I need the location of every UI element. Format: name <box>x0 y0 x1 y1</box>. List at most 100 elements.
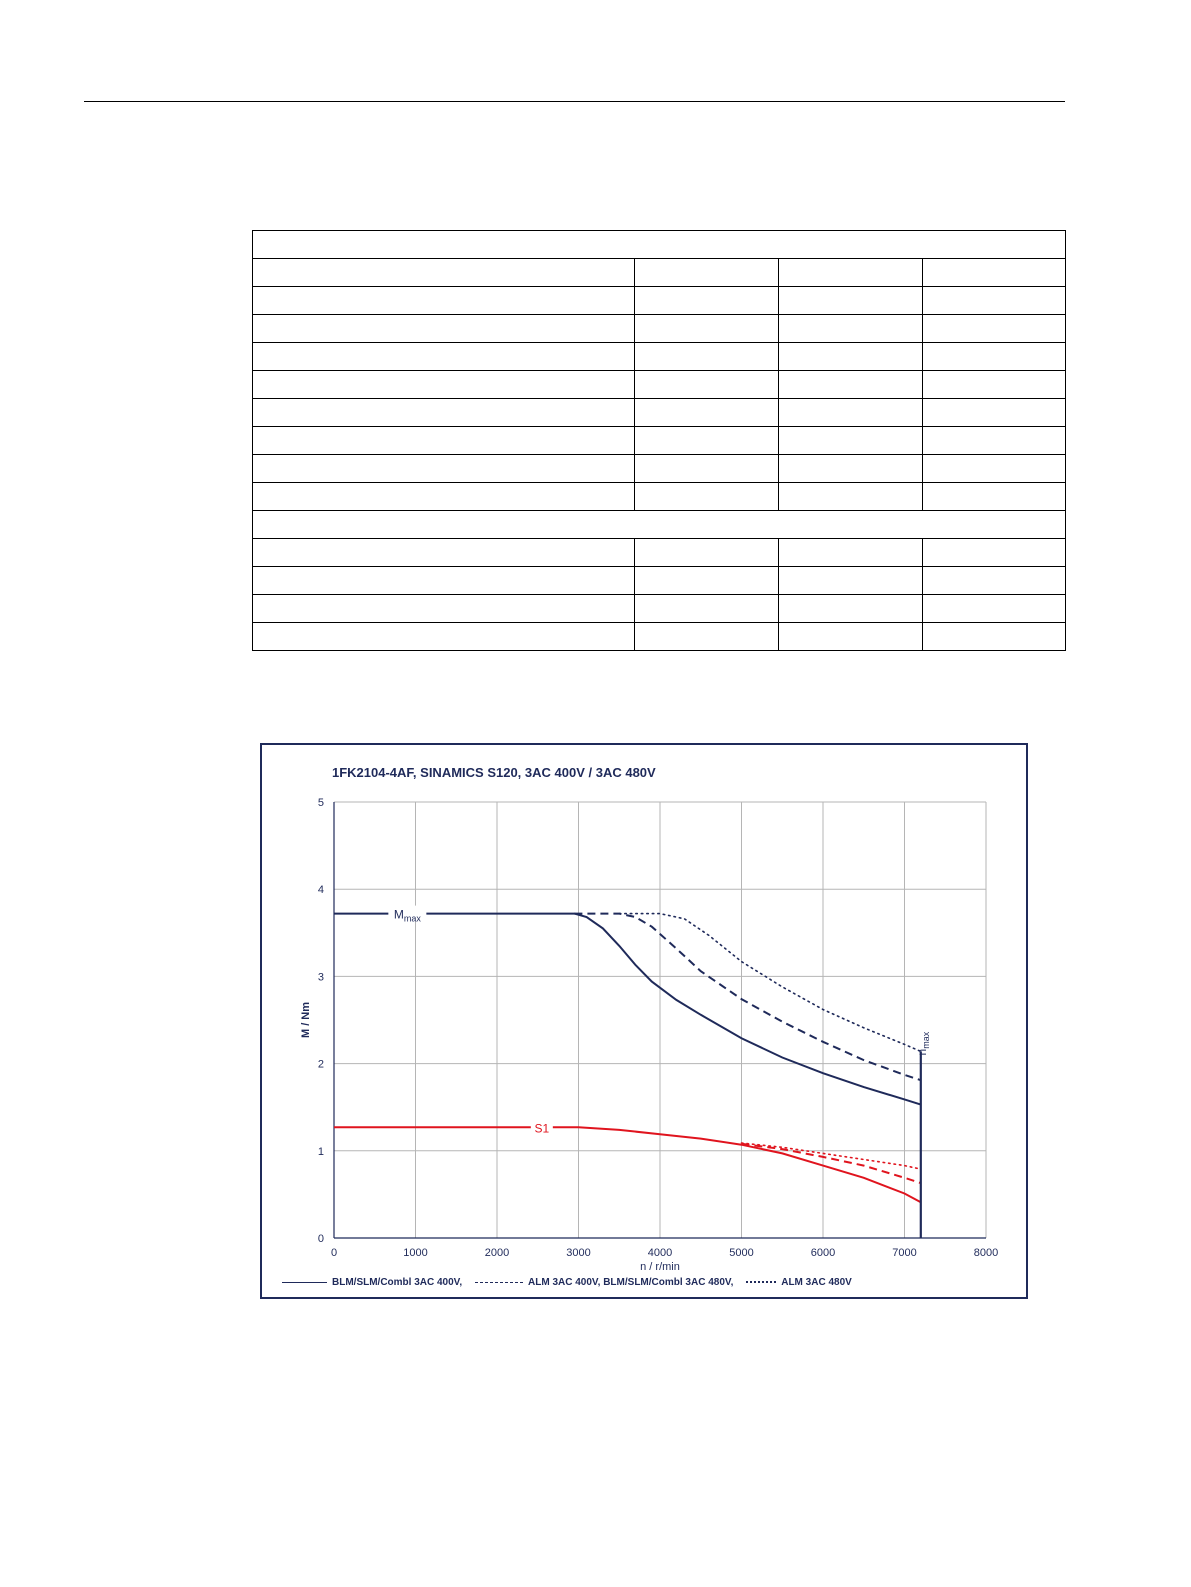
chart-title: 1FK2104-4AF, SINAMICS S120, 3AC 400V / 3… <box>332 765 656 780</box>
curve-mmax-dotted <box>618 912 922 1053</box>
table-cell <box>634 258 779 287</box>
y-tick-label: 0 <box>318 1233 324 1245</box>
table-cell <box>778 566 923 595</box>
table-cell <box>252 342 635 371</box>
table-row <box>252 398 1066 427</box>
table-cell <box>634 454 779 483</box>
annotation-m: Mmax <box>394 908 422 924</box>
annotation-bg <box>530 1119 553 1136</box>
legend-item-dashed: ALM 3AC 400V, BLM/SLM/Combl 3AC 480V, <box>475 1277 733 1288</box>
x-tick-label: 2000 <box>485 1247 509 1259</box>
table-row <box>252 258 1066 287</box>
table-cell <box>922 454 1066 483</box>
table-cell <box>922 314 1066 343</box>
legend-item-dotted: ALM 3AC 480V <box>746 1277 852 1288</box>
table-row <box>252 286 1066 315</box>
table-cell <box>252 594 635 623</box>
y-tick-label: 2 <box>318 1059 324 1071</box>
legend-item-solid: BLM/SLM/Combl 3AC 400V, <box>282 1277 462 1288</box>
table-section-row <box>252 230 1066 259</box>
table-cell <box>778 398 923 427</box>
table-cell <box>922 370 1066 399</box>
table-cell <box>778 538 923 567</box>
table-cell <box>252 426 635 455</box>
table-cell <box>778 622 923 651</box>
table-cell <box>252 370 635 399</box>
x-tick-label: 8000 <box>974 1247 998 1259</box>
table-row <box>252 538 1066 567</box>
table-cell <box>778 370 923 399</box>
table-cell <box>634 426 779 455</box>
table-cell <box>634 342 779 371</box>
curve-mmax-dashed <box>574 912 922 1082</box>
table-cell <box>922 622 1066 651</box>
table-cell <box>778 426 923 455</box>
curve-s1-dashed <box>741 1142 922 1185</box>
table-row <box>252 314 1066 343</box>
table-cell <box>252 510 1066 539</box>
y-tick-label: 5 <box>318 797 324 809</box>
table-cell <box>634 314 779 343</box>
curve-s1-dotted <box>740 1142 922 1170</box>
table-row <box>252 454 1066 483</box>
table-cell <box>778 342 923 371</box>
table-section-row <box>252 510 1066 539</box>
table-row <box>252 622 1066 651</box>
spec-table <box>252 230 1066 651</box>
table-cell <box>922 286 1066 315</box>
curve-mmax-solid <box>334 912 922 1106</box>
table-row <box>252 370 1066 399</box>
table-row <box>252 594 1066 623</box>
legend-label-dotted: ALM 3AC 480V <box>781 1277 852 1288</box>
table-cell <box>634 398 779 427</box>
legend-swatch-dashed <box>475 1281 523 1283</box>
y-tick-label: 3 <box>318 971 324 983</box>
chart-legend: BLM/SLM/Combl 3AC 400V, ALM 3AC 400V, BL… <box>282 1277 862 1293</box>
table-cell <box>634 594 779 623</box>
table-cell <box>922 566 1066 595</box>
table-cell <box>634 622 779 651</box>
y-axis-label: M / Nm <box>300 1002 312 1038</box>
table-cell <box>922 258 1066 287</box>
table-cell <box>252 286 635 315</box>
table-cell <box>252 258 635 287</box>
annotation-bg <box>388 905 427 922</box>
table-cell <box>922 342 1066 371</box>
table-cell <box>252 230 1066 259</box>
table-row <box>252 342 1066 371</box>
table-cell <box>252 538 635 567</box>
table-row <box>252 426 1066 455</box>
table-row <box>252 566 1066 595</box>
table-cell <box>778 286 923 315</box>
torque-speed-chart: 1FK2104-4AF, SINAMICS S120, 3AC 400V / 3… <box>260 743 1028 1299</box>
y-tick-label: 4 <box>318 884 324 896</box>
x-tick-label: 4000 <box>648 1247 672 1259</box>
table-cell <box>778 594 923 623</box>
table-cell <box>634 538 779 567</box>
chart-plot: 0 1000 2000 3000 4000 5000 6000 7000 8000 0 1 2 3 4 5 n… <box>300 797 998 1273</box>
table-cell <box>634 482 779 511</box>
x-tick-label: 7000 <box>892 1247 916 1259</box>
y-tick-label: 1 <box>318 1146 324 1158</box>
table-cell <box>252 314 635 343</box>
table-cell <box>778 482 923 511</box>
table-cell <box>922 538 1066 567</box>
annotation-nmax: nmax <box>915 1031 931 1055</box>
table-cell <box>252 398 635 427</box>
x-tick-label: 0 <box>331 1247 337 1259</box>
x-tick-label: 5000 <box>729 1247 753 1259</box>
table-cell <box>252 482 635 511</box>
annotation-main: S1 <box>534 1121 549 1135</box>
annotation-main: M <box>394 908 404 922</box>
table-cell <box>922 594 1066 623</box>
x-tick-label: 3000 <box>566 1247 590 1259</box>
curve-s1-solid <box>334 1126 922 1204</box>
table-row <box>252 482 1066 511</box>
table-cell <box>634 566 779 595</box>
table-cell <box>634 286 779 315</box>
table-cell <box>252 566 635 595</box>
table-cell <box>778 258 923 287</box>
table-cell <box>252 622 635 651</box>
annotation-s1: S1 <box>534 1121 549 1135</box>
table-cell <box>634 370 779 399</box>
